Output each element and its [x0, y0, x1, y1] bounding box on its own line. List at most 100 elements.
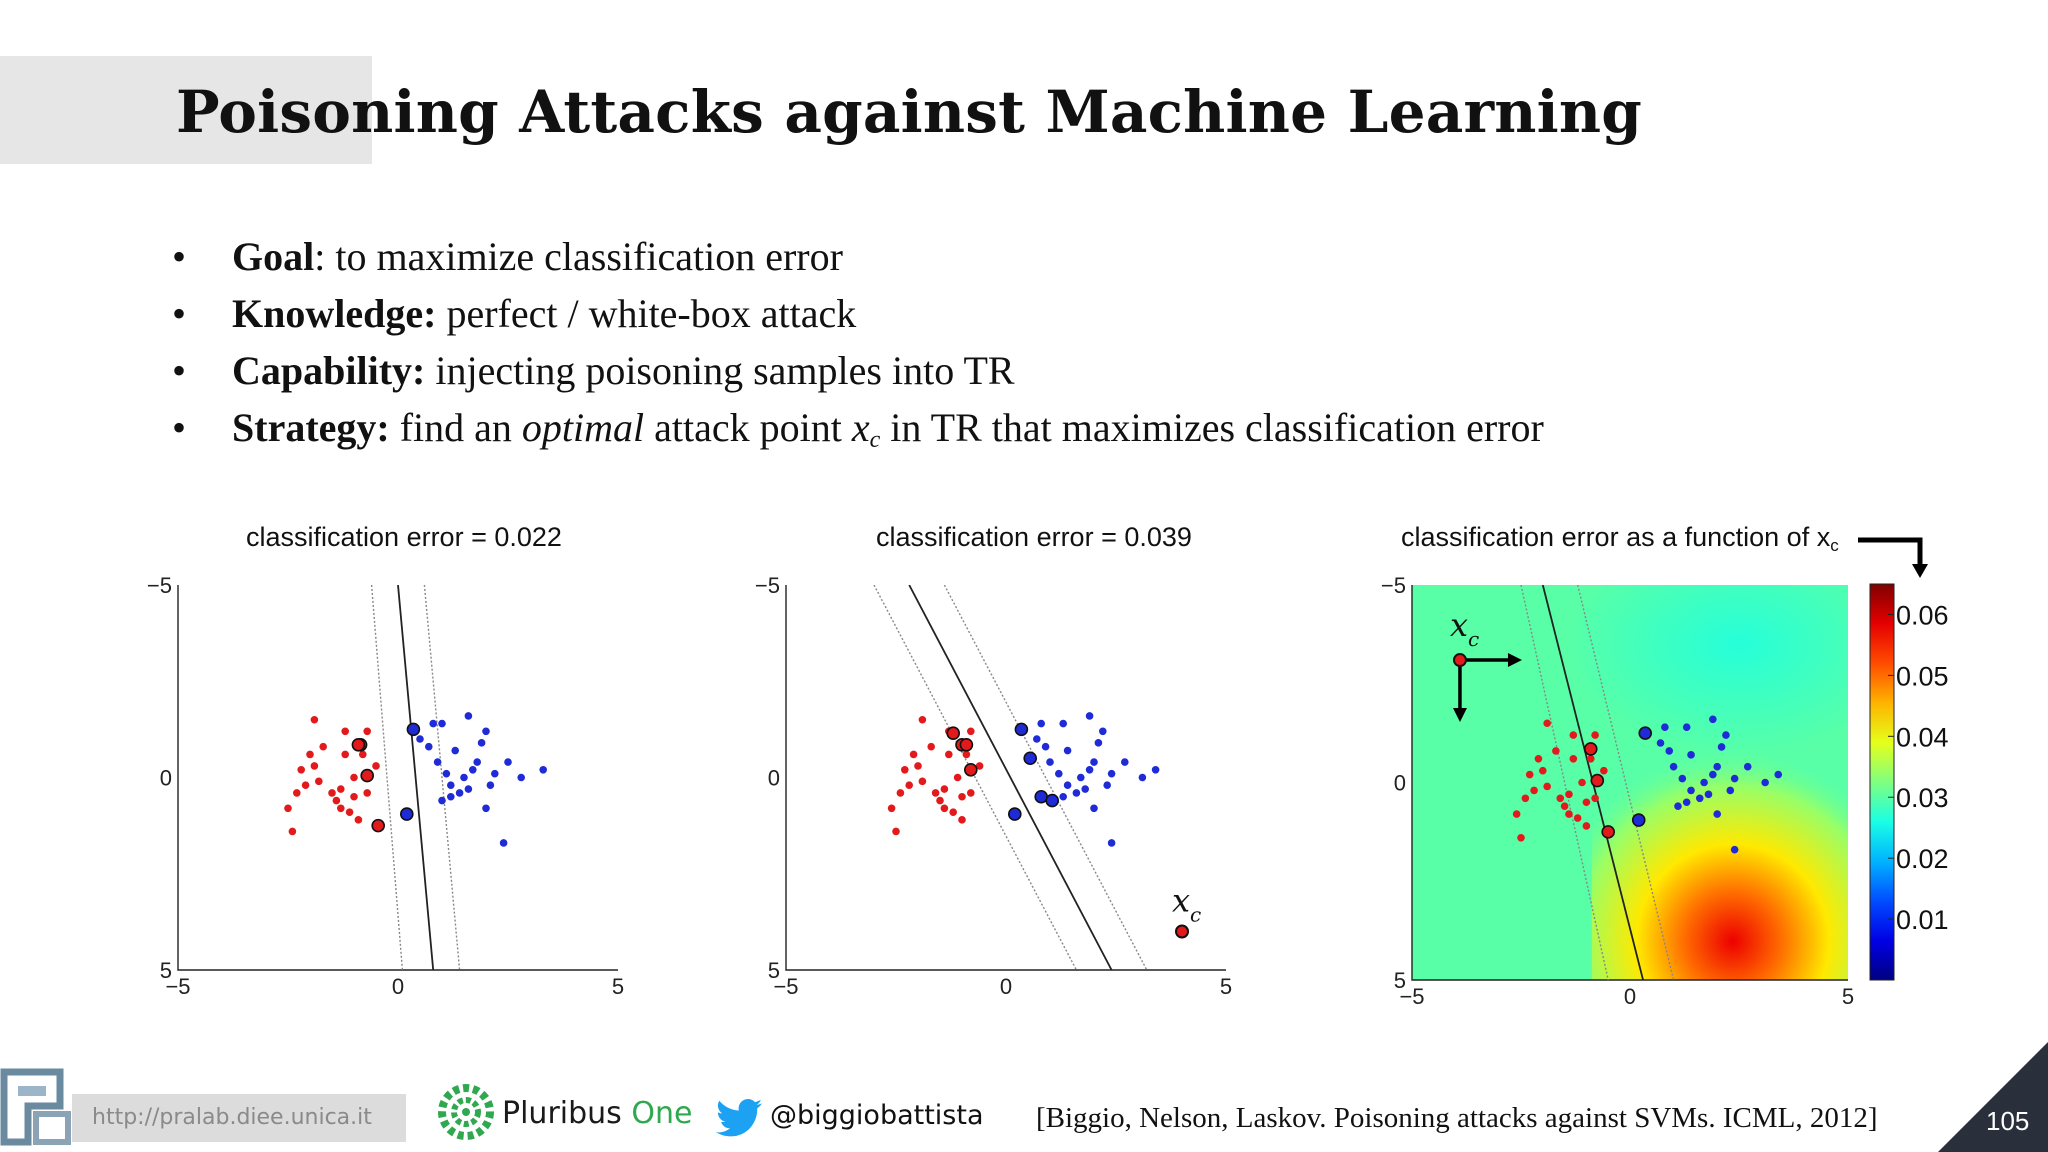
arrow-head-icon — [1452, 708, 1467, 723]
footer-url[interactable]: http://pralab.diee.unica.it — [72, 1094, 406, 1142]
attack-point-label-subscript: c — [1190, 903, 1201, 927]
twitter-handle[interactable]: @biggiobattista — [770, 1100, 984, 1131]
data-point — [1138, 773, 1147, 782]
data-point — [372, 762, 380, 770]
citation: [Biggio, Nelson, Laskov. Poisoning attac… — [1036, 1102, 1878, 1134]
y-tick-label: 0 — [768, 766, 780, 791]
support-vector-point — [351, 737, 366, 752]
data-point — [1151, 766, 1160, 774]
data-point — [1726, 786, 1735, 795]
x-tick-label: −5 — [1399, 984, 1424, 1009]
data-point — [1081, 785, 1089, 793]
data-point — [1090, 804, 1098, 813]
data-point — [905, 781, 913, 789]
data-point — [1543, 782, 1551, 791]
data-point — [1713, 810, 1721, 818]
data-point — [1552, 747, 1560, 755]
y-tick-label: 5 — [768, 958, 780, 983]
y-tick-label: 0 — [1394, 771, 1406, 796]
data-point — [1530, 786, 1538, 795]
data-point — [1103, 781, 1111, 789]
axes — [785, 585, 1226, 971]
data-point — [1578, 778, 1586, 787]
data-point — [1560, 802, 1569, 810]
support-vector-point — [946, 726, 960, 741]
data-point — [1665, 747, 1674, 755]
page-corner — [1938, 1042, 2048, 1152]
data-point — [1669, 762, 1678, 771]
data-point — [460, 773, 468, 782]
margin-line — [1520, 585, 1609, 980]
data-point — [310, 715, 319, 724]
data-point — [1687, 751, 1695, 759]
chart-1-title: classification error = 0.022 — [246, 522, 562, 552]
gradient-arrows-icon — [1458, 658, 1510, 711]
data-point — [363, 727, 371, 736]
data-point — [1094, 739, 1103, 747]
data-point — [1709, 770, 1717, 779]
data-point — [1539, 766, 1547, 775]
data-point — [1591, 731, 1599, 739]
data-point — [319, 742, 327, 751]
data-point — [337, 785, 345, 793]
data-point — [447, 792, 455, 801]
data-point — [1722, 731, 1730, 739]
y-tick-label: 5 — [160, 958, 172, 983]
attack-point — [1175, 924, 1189, 939]
data-point — [1573, 814, 1582, 822]
bullet-goal: Goal: to maximize classification error — [172, 228, 1544, 285]
data-point — [1678, 774, 1687, 783]
data-point — [931, 789, 940, 797]
x-tick-label: 5 — [1220, 974, 1232, 999]
data-point — [1674, 802, 1682, 810]
colorbar-gradient — [1869, 583, 1895, 981]
data-point — [1517, 834, 1525, 842]
bullet-text: in TR that maximizes classification erro… — [880, 405, 1544, 450]
support-vector-point — [371, 818, 385, 833]
data-point — [936, 796, 944, 805]
margin-line — [423, 585, 461, 970]
bullet-emphasis: optimal — [521, 405, 645, 450]
attack-point — [1452, 653, 1467, 668]
data-point — [1121, 758, 1129, 766]
data-point — [477, 739, 486, 747]
data-point — [1687, 786, 1695, 795]
data-point — [901, 766, 909, 774]
x-tick-label: 0 — [1000, 974, 1012, 999]
data-point — [464, 785, 473, 793]
data-point — [1525, 770, 1534, 779]
chart-3-title-text: classification error as a function of x — [1401, 522, 1831, 552]
data-point — [1700, 778, 1708, 787]
y-tick-label: 0 — [160, 766, 172, 791]
data-point — [887, 804, 896, 813]
data-point — [1041, 742, 1050, 751]
data-point — [504, 758, 512, 766]
data-point — [469, 766, 477, 774]
support-vector-point — [1638, 726, 1653, 740]
data-point — [363, 789, 371, 797]
data-point — [1682, 723, 1691, 731]
data-point — [1717, 743, 1726, 751]
data-point — [425, 742, 433, 751]
data-point — [975, 762, 984, 770]
data-point — [451, 746, 460, 755]
bullet-strategy: Strategy: find an optimal attack point x… — [172, 399, 1544, 456]
data-point — [482, 727, 490, 736]
colorbar-tick-label: 0.05 — [1896, 661, 1949, 691]
data-point — [1072, 789, 1081, 797]
data-point — [350, 792, 358, 801]
bullet-text: find an — [389, 405, 522, 450]
data-point — [447, 781, 455, 789]
data-point — [341, 727, 349, 736]
bullet-list: Goal: to maximize classification error K… — [172, 228, 1544, 456]
support-vector-point — [1601, 825, 1615, 839]
data-point — [1774, 770, 1783, 779]
margin-line — [873, 585, 1078, 970]
margin-line — [370, 585, 404, 970]
y-tick-label: −5 — [147, 573, 172, 598]
data-point — [1591, 794, 1599, 803]
bullet-capability: Capability: injecting poisoning samples … — [172, 342, 1544, 399]
scatter-plot-1: −5 0 5−505 — [147, 573, 624, 999]
data-point — [1037, 719, 1045, 728]
bullet-knowledge: Knowledge: perfect / white-box attack — [172, 285, 1544, 342]
